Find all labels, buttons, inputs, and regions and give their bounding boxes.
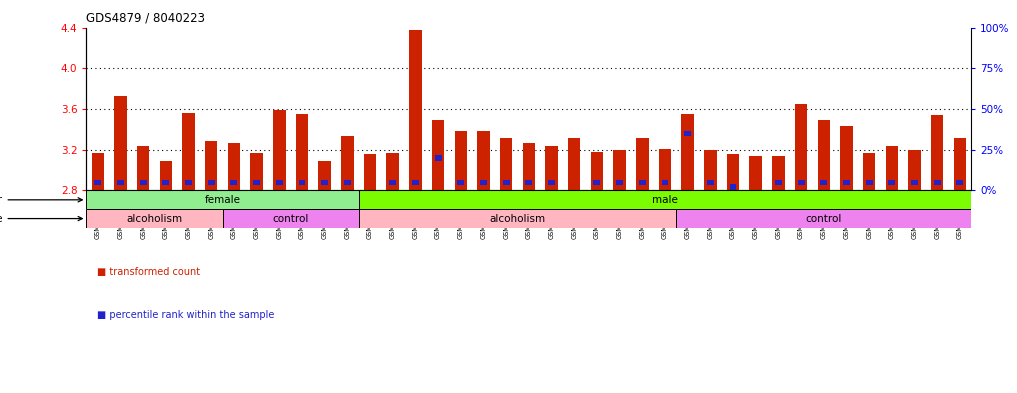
Bar [386,153,399,191]
Bar [228,143,240,191]
Bar [681,114,694,191]
Text: disease state: disease state [0,213,82,224]
Bar [299,180,305,185]
Bar [775,180,782,185]
Bar [160,161,172,191]
Bar [223,209,359,228]
Bar [296,114,308,191]
Text: alcoholism: alcoholism [489,213,545,224]
Bar [364,154,376,191]
Bar [954,138,966,191]
Bar [795,104,807,191]
Bar [273,110,286,191]
Bar [318,161,331,191]
Bar [636,138,649,191]
Bar [344,180,351,185]
Bar [502,180,510,185]
Bar [704,150,717,191]
Bar [684,130,692,136]
Bar [432,120,444,191]
Bar [911,180,918,185]
Bar [163,180,169,185]
Text: female: female [204,195,241,205]
Bar [480,180,487,185]
Bar [526,180,532,185]
Bar [205,141,218,191]
Bar [276,180,283,185]
Bar [862,153,876,191]
Bar [797,180,804,185]
Text: ■ transformed count: ■ transformed count [97,267,199,277]
Bar [591,152,603,191]
Text: ■ percentile rank within the sample: ■ percentile rank within the sample [97,310,274,320]
Text: control: control [273,213,309,224]
Bar [500,138,513,191]
Text: control: control [805,213,842,224]
Bar [86,209,223,228]
Bar [750,156,762,191]
Bar [548,180,555,185]
Bar [359,209,676,228]
Bar [594,180,600,185]
Bar [253,180,260,185]
Bar [639,180,646,185]
Text: gender: gender [0,195,82,205]
Bar [86,191,359,209]
Bar [567,138,581,191]
Bar [956,180,963,185]
Text: GDS4879 / 8040223: GDS4879 / 8040223 [86,12,205,25]
Bar [865,180,873,185]
Bar [661,180,668,185]
Bar [477,131,490,191]
Bar [772,156,785,191]
Bar [117,180,124,185]
Bar [139,180,146,185]
Bar [359,191,971,209]
Bar [341,136,354,191]
Bar [707,180,714,185]
Bar [114,96,127,191]
Bar [886,146,898,191]
Bar [434,155,441,161]
Bar [207,180,215,185]
Bar [182,113,195,191]
Bar [95,180,102,185]
Bar [412,180,419,185]
Bar [616,180,623,185]
Bar [843,180,850,185]
Bar [613,150,625,191]
Bar [729,184,736,190]
Bar [818,120,830,191]
Bar [676,209,971,228]
Bar [545,146,557,191]
Bar [931,115,944,191]
Bar [458,180,464,185]
Bar [390,180,397,185]
Bar [231,180,237,185]
Bar [659,149,671,191]
Bar [321,180,328,185]
Text: male: male [652,195,678,205]
Bar [840,126,852,191]
Bar [889,180,895,185]
Bar [727,154,739,191]
Bar [908,150,920,191]
Bar [821,180,827,185]
Bar [250,153,262,191]
Bar [92,153,104,191]
Bar [455,131,467,191]
Bar [934,180,941,185]
Bar [137,146,149,191]
Bar [185,180,192,185]
Bar [409,29,422,191]
Text: alcoholism: alcoholism [126,213,183,224]
Bar [523,143,535,191]
